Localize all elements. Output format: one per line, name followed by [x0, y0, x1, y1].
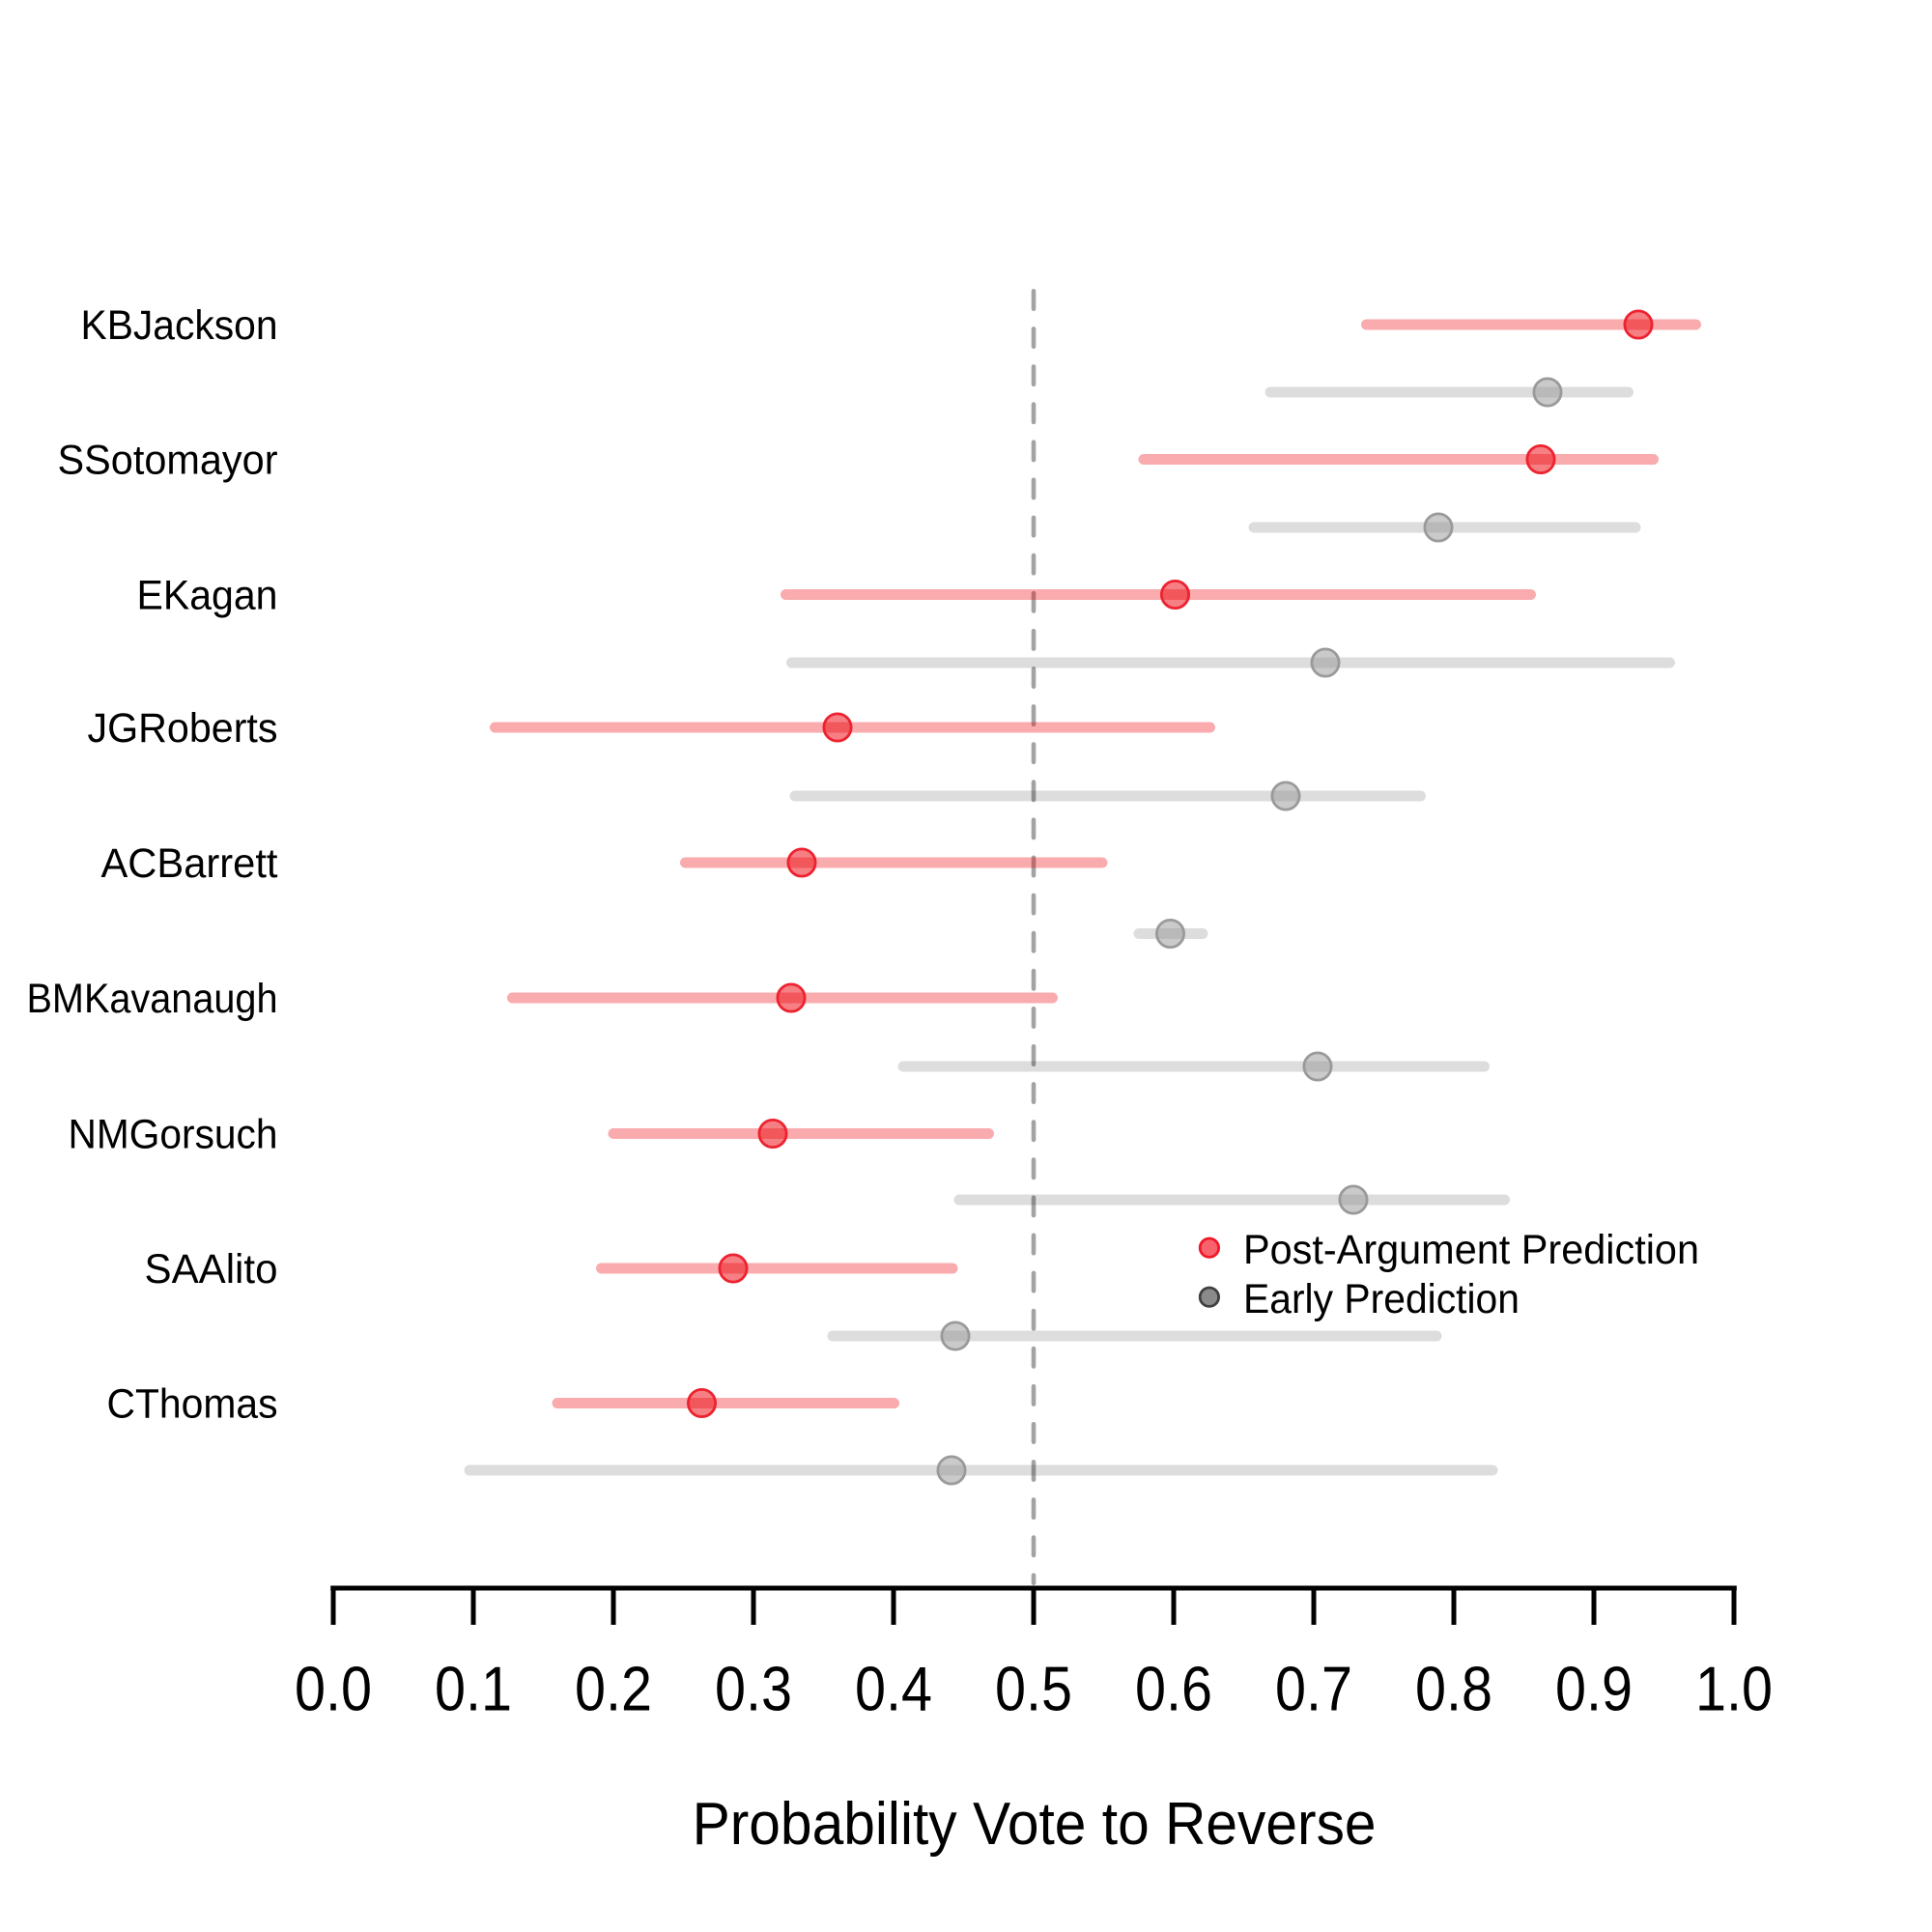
svg-text:0.3: 0.3 — [715, 1654, 792, 1724]
svg-text:Post-Argument Prediction: Post-Argument Prediction — [1243, 1227, 1699, 1273]
svg-text:NMGorsuch: NMGorsuch — [69, 1112, 278, 1158]
svg-text:0.4: 0.4 — [855, 1654, 932, 1724]
svg-text:CThomas: CThomas — [107, 1381, 278, 1428]
svg-text:Early Prediction: Early Prediction — [1243, 1276, 1520, 1322]
svg-text:JGRoberts: JGRoberts — [88, 705, 278, 752]
svg-text:ACBarrett: ACBarrett — [101, 840, 278, 887]
svg-text:0.6: 0.6 — [1135, 1654, 1212, 1724]
svg-text:EKagan: EKagan — [137, 573, 278, 619]
svg-text:0.8: 0.8 — [1415, 1654, 1492, 1724]
svg-text:SSotomayor: SSotomayor — [58, 438, 278, 484]
svg-text:0.0: 0.0 — [295, 1654, 372, 1724]
svg-text:0.9: 0.9 — [1555, 1654, 1633, 1724]
svg-text:KBJackson: KBJackson — [81, 302, 278, 349]
svg-text:0.5: 0.5 — [995, 1654, 1072, 1724]
svg-text:SAAlito: SAAlito — [145, 1246, 278, 1293]
svg-text:0.7: 0.7 — [1275, 1654, 1352, 1724]
svg-text:0.2: 0.2 — [575, 1654, 652, 1724]
svg-text:Probability Vote to Reverse: Probability Vote to Reverse — [693, 1791, 1377, 1858]
svg-text:BMKavanaugh: BMKavanaugh — [27, 976, 278, 1022]
svg-text:1.0: 1.0 — [1695, 1654, 1773, 1724]
svg-text:0.1: 0.1 — [435, 1654, 512, 1724]
